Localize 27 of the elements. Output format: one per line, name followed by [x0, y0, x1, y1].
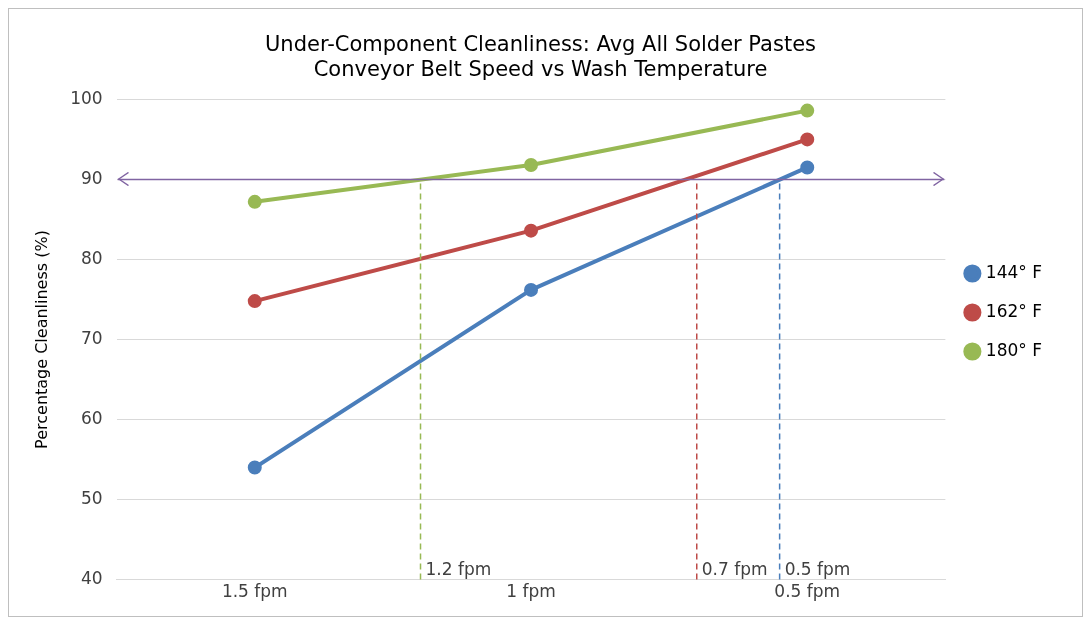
point	[524, 282, 539, 297]
y-axis-title: Percentage Cleanliness (%)	[31, 230, 51, 449]
y-tick-label: 40	[81, 568, 103, 589]
point	[800, 132, 815, 147]
ref-line-label: 1.2 fpm	[425, 558, 492, 579]
x-tick-label: 1.5 fpm	[221, 581, 288, 602]
y-tick-label: 60	[81, 407, 103, 428]
legend-label: 162° F	[985, 300, 1043, 321]
y-tick-label: 90	[81, 167, 103, 188]
point	[800, 160, 815, 175]
y-tick-label: 80	[81, 247, 103, 268]
point	[524, 223, 539, 238]
ref-line-label: 0.5 fpm	[784, 558, 851, 579]
x-tick-label: 0.5 fpm	[774, 581, 841, 602]
point	[800, 103, 815, 118]
point	[524, 158, 539, 173]
legend-label: 180° F	[985, 339, 1043, 360]
y-tick-label: 100	[70, 87, 103, 108]
x-tick-label: 1 fpm	[506, 581, 556, 602]
legend-label: 144° F	[985, 261, 1043, 282]
ref-line-label: 0.7 fpm	[701, 558, 768, 579]
point	[247, 294, 262, 309]
y-tick-label: 50	[81, 487, 103, 508]
y-tick-label: 70	[81, 327, 103, 348]
point	[247, 194, 262, 209]
chart-title: Under-Component Cleanliness: Avg All Solder Pastes Conveyor Belt Speed vs Wash Temperature	[265, 32, 816, 82]
point	[247, 460, 262, 475]
